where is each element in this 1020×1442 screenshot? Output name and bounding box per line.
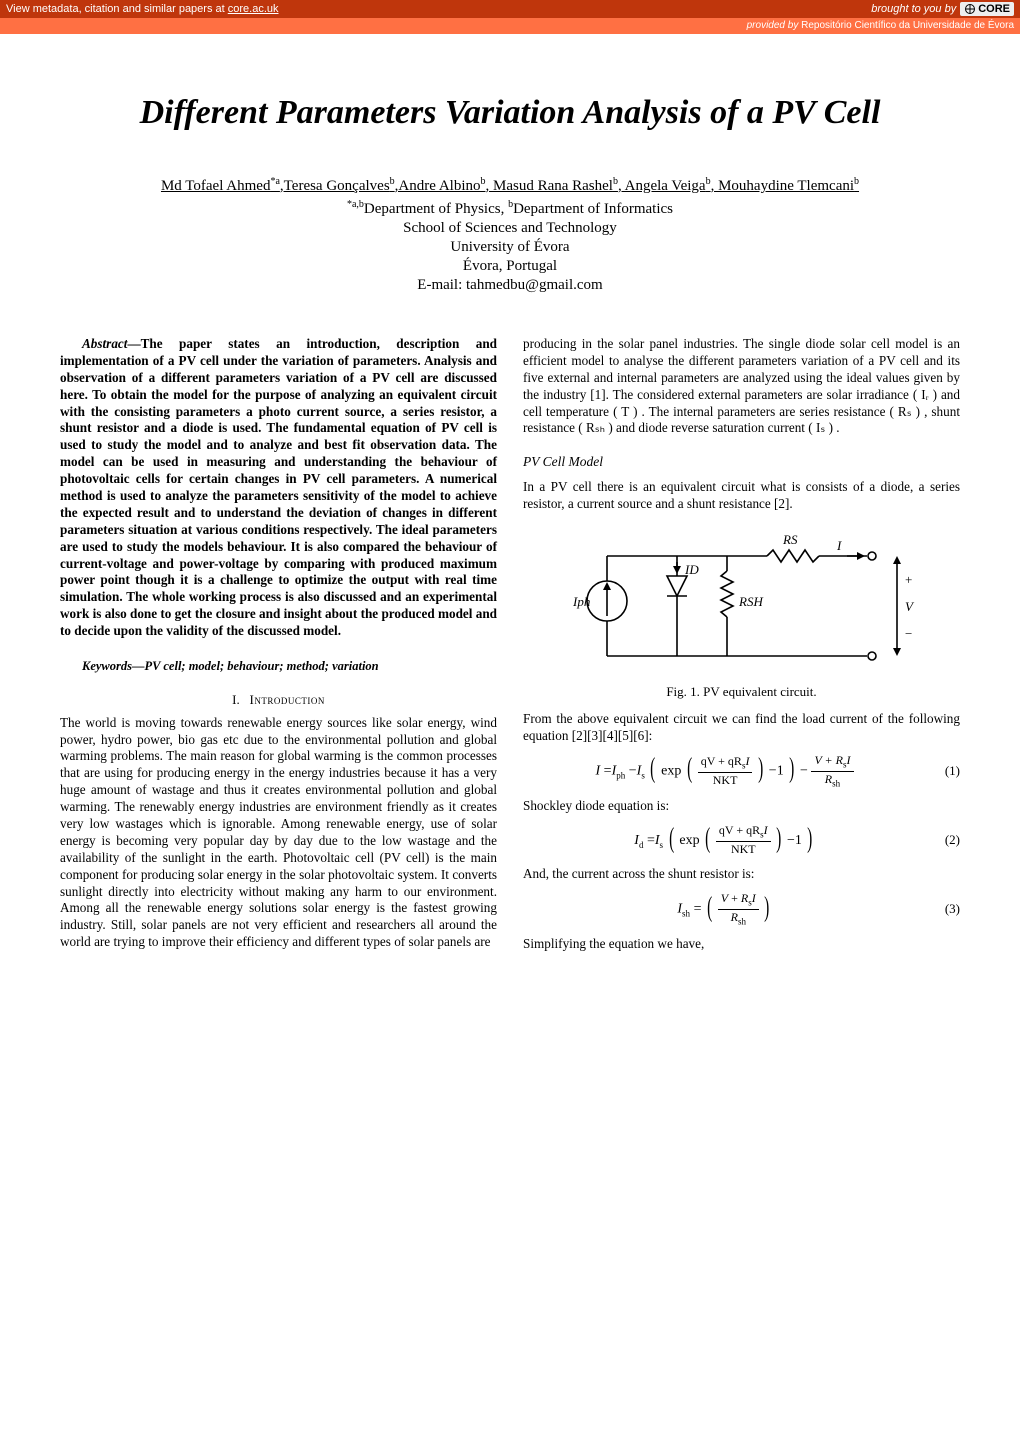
- affiliation-2: School of Sciences and Technology: [60, 220, 960, 237]
- sym-Rs: ( Rₛ ): [890, 404, 921, 419]
- eq2-eq: =: [647, 833, 655, 848]
- eq3-V: V: [721, 891, 728, 905]
- affil-dept-informatics: Department of Informatics: [513, 201, 673, 217]
- abstract-block: Abstract—The paper states an introductio…: [60, 336, 497, 640]
- pv-circuit-diagram: Iph ID: [567, 526, 917, 676]
- eq1-num2: V + R: [814, 753, 843, 767]
- equation-2: Id =Is ( exp ( qV + qRsINKT ) −1 ) (2): [523, 823, 960, 859]
- left-column: Abstract—The paper states an introductio…: [60, 336, 497, 953]
- eq3-lead: And, the current across the shunt resist…: [523, 866, 960, 883]
- figure-1: Iph ID: [523, 526, 960, 676]
- eq2-lead: Shockley diode equation is:: [523, 798, 960, 815]
- eq1-num: qV + qR: [701, 754, 742, 768]
- eq2-den: NKT: [716, 842, 771, 857]
- eq1-I2: I: [847, 753, 851, 767]
- eq2-minus1: −1: [787, 833, 802, 848]
- metadata-banner: View metadata, citation and similar pape…: [0, 0, 1020, 18]
- label-I: I: [836, 538, 842, 553]
- core-icon: [964, 3, 976, 15]
- abstract-label: Abstract: [82, 336, 127, 351]
- pv-model-paragraph: In a PV cell there is an equivalent circ…: [523, 479, 960, 513]
- label-Vminus: −: [905, 626, 912, 641]
- introduction-paragraph: The world is moving towards renewable en…: [60, 715, 497, 951]
- label-RS: RS: [782, 532, 798, 547]
- figure-1-caption: Fig. 1. PV equivalent circuit.: [523, 684, 960, 701]
- metadata-left: View metadata, citation and similar pape…: [6, 3, 279, 15]
- provider-name: Repositório Científico da Universidade d…: [801, 20, 1014, 31]
- eq2-Inum: I: [764, 823, 768, 837]
- eq2-number: (2): [926, 832, 960, 849]
- eq1-ph: ph: [616, 770, 625, 780]
- eq1-m1: −: [629, 763, 637, 778]
- eq3-Rsh: R: [731, 910, 738, 924]
- label-RSH: RSH: [738, 594, 763, 609]
- r1e: and diode reverse saturation current: [613, 420, 809, 435]
- section-1-num: I.: [232, 692, 240, 707]
- eq3-number: (3): [926, 901, 960, 918]
- sym-Is: ( Iₛ ): [808, 420, 833, 435]
- r1c: . The internal parameters are series res…: [637, 404, 889, 419]
- brought-by-label: brought to you by: [871, 3, 956, 15]
- eq1-sh: sh: [832, 778, 840, 788]
- page-content: Different Parameters Variation Analysis …: [0, 34, 1020, 993]
- eq2-exp: exp: [679, 833, 699, 848]
- sym-Ir: ( Iᵣ ): [913, 387, 937, 402]
- affil-dept-physics: Department of Physics,: [364, 201, 508, 217]
- core-badge[interactable]: CORE: [960, 2, 1014, 16]
- affiliation-1: *a,bDepartment of Physics, bDepartment o…: [60, 199, 960, 218]
- section-1-name: Introduction: [250, 692, 325, 707]
- section-1-heading: I. Introduction: [60, 692, 497, 709]
- eq-intro: From the above equivalent circuit we can…: [523, 711, 960, 745]
- eq1-I: I: [596, 763, 601, 778]
- affiliation-4: Évora, Portugal: [60, 258, 960, 275]
- provided-by-label: provided by: [747, 20, 801, 31]
- sym-T: ( T ): [613, 404, 637, 419]
- eq3-eq: =: [694, 902, 702, 917]
- eq2-s: s: [660, 839, 664, 849]
- keywords: Keywords—PV cell; model; behaviour; meth…: [60, 658, 497, 674]
- eq1-eq: =: [604, 763, 612, 778]
- right-column: producing in the solar panel industries.…: [523, 336, 960, 953]
- eq1-minus1: −1: [769, 763, 784, 778]
- authors-line: Md Tofael Ahmed*a,Teresa Gonçalvesb,Andr…: [60, 176, 960, 195]
- eq1-m2: −: [800, 763, 808, 778]
- r1a: producing in the solar panel industries.…: [523, 336, 960, 402]
- eq2-num: qV + qR: [719, 823, 760, 837]
- r1f: .: [833, 420, 840, 435]
- label-V: V: [905, 599, 915, 614]
- eq1-s: s: [641, 770, 645, 780]
- eq3-sh2: sh: [738, 917, 746, 927]
- subhead-pv-cell-model: PV Cell Model: [523, 453, 960, 470]
- eq3-I: I: [752, 891, 756, 905]
- sym-Rsh: ( Rₛₕ ): [578, 420, 612, 435]
- eq1-exp: exp: [661, 763, 681, 778]
- eq1-Inum: I: [745, 754, 749, 768]
- abstract-text: —The paper states an introduction, descr…: [60, 336, 497, 638]
- intro-continued: producing in the solar panel industries.…: [523, 336, 960, 437]
- equation-3: Ish = ( V + RsIRsh ) (3): [523, 891, 960, 928]
- affil-sup-a: *a,b: [347, 199, 364, 210]
- metadata-right: brought to you by CORE: [871, 2, 1014, 16]
- label-ID: ID: [684, 562, 699, 577]
- core-link[interactable]: core.ac.uk: [228, 3, 279, 15]
- eq2-d: d: [639, 839, 644, 849]
- label-Vplus: +: [905, 572, 912, 587]
- eq1-den: NKT: [698, 773, 753, 788]
- equation-1: I =Iph −Is ( exp ( qV + qRsINKT ) −1 ) −…: [523, 753, 960, 790]
- affiliation-3: University of Évora: [60, 239, 960, 256]
- paper-title: Different Parameters Variation Analysis …: [60, 94, 960, 132]
- metadata-prefix: View metadata, citation and similar pape…: [6, 3, 228, 15]
- author-email: E-mail: tahmedbu@gmail.com: [60, 277, 960, 294]
- label-Iph: Iph: [572, 594, 590, 609]
- simplify-line: Simplifying the equation we have,: [523, 936, 960, 953]
- eq3-sh1: sh: [682, 909, 690, 919]
- provider-banner: provided by Repositório Científico da Un…: [0, 18, 1020, 34]
- core-badge-text: CORE: [978, 3, 1010, 15]
- eq1-number: (1): [926, 763, 960, 780]
